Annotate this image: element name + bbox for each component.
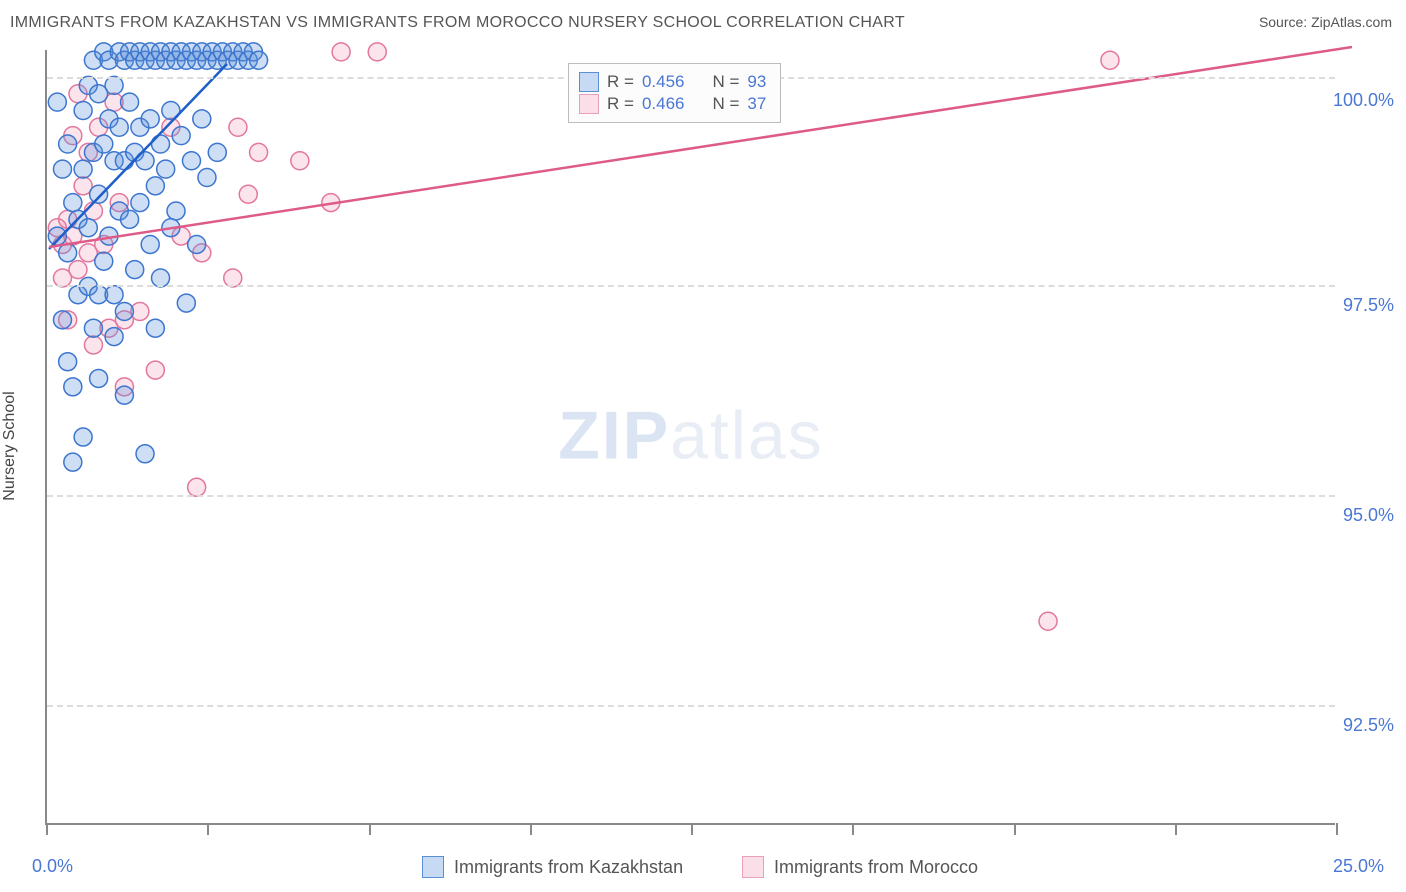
y-tick-label: 97.5% — [1343, 295, 1394, 316]
scatter-point-kazakhstan — [121, 210, 139, 228]
x-axis-max-label: 25.0% — [1333, 856, 1384, 877]
x-tick — [46, 823, 48, 835]
scatter-point-kazakhstan — [250, 51, 268, 69]
scatter-point-kazakhstan — [146, 319, 164, 337]
scatter-point-kazakhstan — [90, 369, 108, 387]
scatter-point-morocco — [146, 361, 164, 379]
stats-n-value: 37 — [747, 94, 766, 114]
x-tick — [207, 823, 209, 835]
scatter-point-morocco — [1039, 612, 1057, 630]
stats-n-label: N = — [712, 72, 739, 92]
scatter-point-morocco — [188, 478, 206, 496]
chart-title: IMMIGRANTS FROM KAZAKHSTAN VS IMMIGRANTS… — [10, 14, 905, 32]
scatter-point-kazakhstan — [105, 76, 123, 94]
scatter-point-morocco — [368, 43, 386, 61]
y-tick-label: 100.0% — [1333, 90, 1394, 111]
x-tick — [691, 823, 693, 835]
scatter-point-kazakhstan — [188, 235, 206, 253]
scatter-point-kazakhstan — [95, 135, 113, 153]
stats-r-label: R = — [607, 94, 634, 114]
series-name-morocco: Immigrants from Morocco — [774, 857, 978, 878]
scatter-point-kazakhstan — [121, 93, 139, 111]
scatter-point-kazakhstan — [59, 244, 77, 262]
stats-r-label: R = — [607, 72, 634, 92]
scatter-point-kazakhstan — [141, 110, 159, 128]
stats-r-value: 0.456 — [642, 72, 685, 92]
x-tick — [369, 823, 371, 835]
scatter-point-kazakhstan — [105, 286, 123, 304]
scatter-point-kazakhstan — [48, 227, 66, 245]
scatter-point-morocco — [84, 336, 102, 354]
scatter-point-kazakhstan — [110, 118, 128, 136]
scatter-point-kazakhstan — [53, 311, 71, 329]
scatter-point-kazakhstan — [64, 194, 82, 212]
scatter-point-morocco — [239, 185, 257, 203]
scatter-point-morocco — [1101, 51, 1119, 69]
scatter-svg — [47, 50, 1335, 823]
scatter-point-kazakhstan — [74, 428, 92, 446]
y-tick-label: 92.5% — [1343, 715, 1394, 736]
series-name-kazakhstan: Immigrants from Kazakhstan — [454, 857, 683, 878]
scatter-point-kazakhstan — [59, 353, 77, 371]
x-tick — [1175, 823, 1177, 835]
scatter-point-kazakhstan — [64, 453, 82, 471]
stats-r-value: 0.466 — [642, 94, 685, 114]
scatter-point-kazakhstan — [90, 185, 108, 203]
gridline — [47, 495, 1335, 497]
scatter-point-kazakhstan — [157, 160, 175, 178]
scatter-point-kazakhstan — [115, 302, 133, 320]
scatter-point-kazakhstan — [167, 202, 185, 220]
scatter-point-kazakhstan — [131, 194, 149, 212]
stats-n-value: 93 — [747, 72, 766, 92]
bottom-legend-kazakhstan: Immigrants from Kazakhstan — [422, 856, 683, 878]
scatter-point-kazakhstan — [79, 219, 97, 237]
scatter-point-kazakhstan — [146, 177, 164, 195]
stats-n-label: N = — [712, 94, 739, 114]
scatter-point-morocco — [291, 152, 309, 170]
scatter-point-kazakhstan — [48, 93, 66, 111]
scatter-point-kazakhstan — [74, 101, 92, 119]
scatter-point-kazakhstan — [193, 110, 211, 128]
x-axis-min-label: 0.0% — [32, 856, 73, 877]
scatter-point-morocco — [69, 261, 87, 279]
gridline — [47, 285, 1335, 287]
scatter-point-kazakhstan — [172, 127, 190, 145]
scatter-point-kazakhstan — [182, 152, 200, 170]
legend-swatch-morocco — [579, 94, 599, 114]
plot-area: ZIPatlas — [45, 50, 1335, 825]
x-tick — [530, 823, 532, 835]
stats-row-morocco: R = 0.466 N = 37 — [579, 94, 766, 114]
x-tick — [1336, 823, 1338, 835]
bottom-legend-morocco: Immigrants from Morocco — [742, 856, 978, 878]
y-tick-label: 95.0% — [1343, 505, 1394, 526]
scatter-point-kazakhstan — [74, 160, 92, 178]
legend-swatch-kazakhstan — [579, 72, 599, 92]
swatch-kazakhstan — [422, 856, 444, 878]
stats-row-kazakhstan: R = 0.456 N = 93 — [579, 72, 766, 92]
scatter-point-morocco — [229, 118, 247, 136]
scatter-point-kazakhstan — [53, 160, 71, 178]
scatter-point-kazakhstan — [126, 261, 144, 279]
gridline — [47, 705, 1335, 707]
x-tick — [1014, 823, 1016, 835]
scatter-point-kazakhstan — [208, 143, 226, 161]
scatter-point-morocco — [250, 143, 268, 161]
y-axis-label: Nursery School — [1, 391, 19, 500]
scatter-point-morocco — [332, 43, 350, 61]
scatter-point-kazakhstan — [84, 319, 102, 337]
scatter-point-kazakhstan — [95, 252, 113, 270]
scatter-point-kazakhstan — [141, 235, 159, 253]
x-tick — [852, 823, 854, 835]
scatter-point-kazakhstan — [152, 135, 170, 153]
swatch-morocco — [742, 856, 764, 878]
scatter-point-kazakhstan — [198, 168, 216, 186]
scatter-point-kazakhstan — [64, 378, 82, 396]
scatter-point-kazakhstan — [105, 328, 123, 346]
scatter-point-kazakhstan — [177, 294, 195, 312]
scatter-point-kazakhstan — [59, 135, 77, 153]
scatter-point-kazakhstan — [136, 445, 154, 463]
stats-legend-box: R = 0.456 N = 93 R = 0.466 N = 37 — [568, 63, 781, 123]
scatter-point-kazakhstan — [115, 386, 133, 404]
chart-source: Source: ZipAtlas.com — [1259, 14, 1392, 30]
